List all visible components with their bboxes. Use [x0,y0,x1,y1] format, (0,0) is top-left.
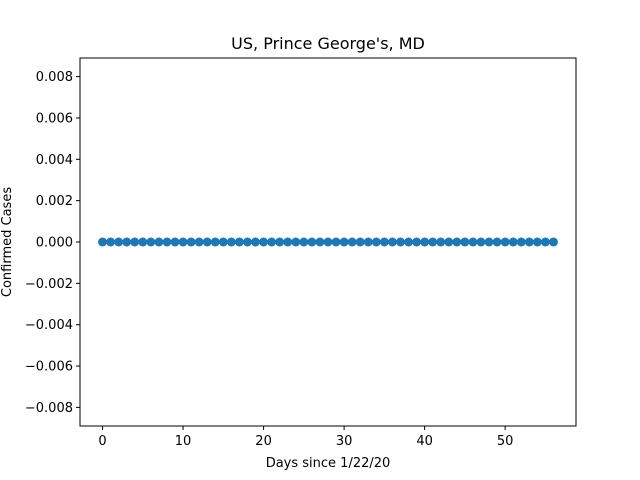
data-point [162,237,172,247]
scatter-points [98,237,558,247]
data-point [130,237,140,247]
x-tick-label: 40 [416,434,433,449]
data-point [548,237,558,247]
data-point [323,237,333,247]
x-tick-label: 50 [497,434,514,449]
data-point [210,237,220,247]
data-point [476,237,486,247]
data-point [218,237,228,247]
x-tick-label: 0 [98,434,106,449]
data-point [234,237,244,247]
data-point [114,237,124,247]
data-point [178,237,188,247]
data-point [146,237,156,247]
data-point [186,237,196,247]
data-point [404,237,414,247]
y-axis-label: Confirmed Cases [0,187,15,297]
x-tick-label: 30 [336,434,353,449]
data-point [226,237,236,247]
data-point [371,237,381,247]
data-point [259,237,269,247]
y-axis-ticks: −0.008 −0.006 −0.004 −0.002 0.000 0.002 0.004 0… [25,70,80,416]
data-point [412,237,422,247]
data-point [395,237,405,247]
y-tick-label: 0.002 [36,194,73,209]
data-point [170,237,180,247]
data-point [315,237,325,247]
data-point [452,237,462,247]
data-point [524,237,534,247]
x-tick-label: 20 [255,434,272,449]
y-tick-label: 0.006 [36,111,73,126]
data-point [540,237,550,247]
data-point [283,237,293,247]
data-point [291,237,301,247]
chart-title: US, Prince George's, MD [231,34,425,53]
data-point [299,237,309,247]
data-point [347,237,357,247]
y-tick-label: −0.008 [25,401,73,416]
y-tick-label: 0.004 [36,153,73,168]
data-point [194,237,204,247]
x-tick-label: 10 [175,434,192,449]
data-point [267,237,277,247]
y-tick-label: 0.008 [36,70,73,85]
data-point [460,237,470,247]
data-point [275,237,285,247]
data-point [379,237,389,247]
data-point [516,237,526,247]
data-point [98,237,108,247]
data-point [202,237,212,247]
y-tick-label: −0.006 [25,360,73,375]
data-point [508,237,518,247]
data-point [251,237,261,247]
data-point [339,237,349,247]
y-tick-label: −0.004 [25,318,73,333]
x-axis-ticks: 0 10 20 30 40 50 [98,426,513,449]
data-point [444,237,454,247]
data-point [468,237,478,247]
data-point [355,237,365,247]
data-point [307,237,317,247]
data-point [363,237,373,247]
data-point [154,237,164,247]
data-point [242,237,252,247]
data-point [532,237,542,247]
data-point [106,237,116,247]
data-point [428,237,438,247]
data-point [387,237,397,247]
data-point [500,237,510,247]
x-axis-label: Days since 1/22/20 [266,456,391,471]
data-point [138,237,148,247]
y-tick-label: −0.002 [25,277,73,292]
data-point [492,237,502,247]
plot-area: −0.008 −0.006 −0.004 −0.002 0.000 0.002 0.004 0… [25,57,577,449]
y-tick-label: 0.000 [36,236,73,251]
data-point [122,237,132,247]
data-point [420,237,430,247]
data-point [484,237,494,247]
data-point [436,237,446,247]
axes-frame [79,57,577,427]
data-point [331,237,341,247]
